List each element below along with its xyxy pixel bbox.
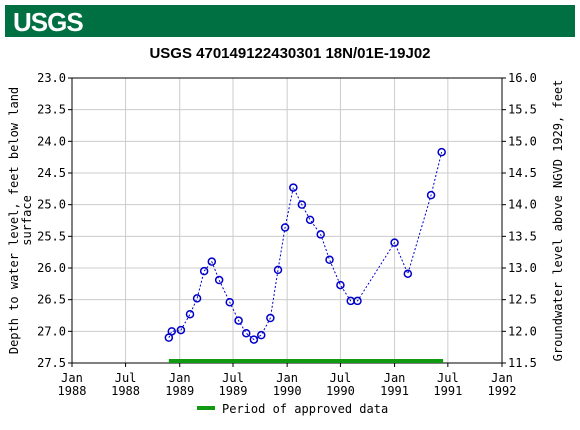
data-point xyxy=(426,190,436,200)
usgs-logo-text: USGS xyxy=(13,7,84,37)
legend-swatch-approved xyxy=(197,406,215,410)
y-tick-label-right: 13.0 xyxy=(508,261,537,275)
data-point xyxy=(192,294,202,303)
y-tick-label-left: 27.5 xyxy=(37,356,66,370)
y-tick-label-left: 24.0 xyxy=(37,134,66,148)
usgs-logo[interactable]: USGS xyxy=(5,5,575,37)
y-tick-label-left: 26.0 xyxy=(37,261,66,275)
data-point xyxy=(353,296,362,306)
y-tick-label-right: 14.0 xyxy=(508,198,537,212)
legend-label-approved: Period of approved data xyxy=(222,402,388,416)
header: USGS xyxy=(0,0,580,40)
data-point xyxy=(176,325,186,335)
y-tick-label-left: 25.5 xyxy=(37,229,66,243)
x-tick-label-month: Jan xyxy=(276,371,298,385)
y-tick-label-right: 14.5 xyxy=(508,166,537,180)
y-tick-label-left: 23.5 xyxy=(37,103,66,117)
y-tick-label-right: 13.5 xyxy=(508,229,537,243)
data-point xyxy=(234,316,243,325)
x-tick-label-month: Jan xyxy=(61,371,83,385)
data-point xyxy=(403,269,413,278)
data-point xyxy=(256,330,266,340)
data-point xyxy=(214,275,224,285)
plot-area: 23.0 16.0 23.5 15.5 24.0 15.0 24.5 14.5 25.0 14.0… xyxy=(37,71,537,398)
y-tick-label-right: 12.5 xyxy=(508,293,537,307)
data-point xyxy=(316,230,325,239)
x-tick-label-year: 1989 xyxy=(219,384,248,398)
data-point xyxy=(280,223,290,232)
x-tick-label-year: 1988 xyxy=(58,384,87,398)
data-point xyxy=(305,215,315,225)
x-tick-label-year: 1988 xyxy=(111,384,140,398)
x-tick-label-year: 1990 xyxy=(326,384,355,398)
data-point xyxy=(167,327,177,336)
x-tick-label-month: Jan xyxy=(384,371,406,385)
x-tick-label-year: 1991 xyxy=(433,384,462,398)
y-tick-label-left: 27.0 xyxy=(37,324,66,338)
data-point xyxy=(336,280,345,290)
data-point xyxy=(185,309,195,319)
y-axis-label-right: Groundwater level above NGVD 1929, feet xyxy=(551,80,565,362)
data-point xyxy=(225,297,235,307)
y-tick-label-right: 11.5 xyxy=(508,356,537,370)
x-tick-label-month: Jul xyxy=(222,371,244,385)
y-tick-label-left: 26.5 xyxy=(37,293,66,307)
y-tick-label-right: 16.0 xyxy=(508,71,537,85)
x-tick-label-month: Jul xyxy=(115,371,137,385)
data-point xyxy=(207,257,217,266)
data-point xyxy=(273,265,283,275)
y-tick-label-right: 15.0 xyxy=(508,134,537,148)
x-tick-label-month: Jul xyxy=(437,371,459,385)
chart-title: USGS 470149122430301 18N/01E-19J02 xyxy=(149,45,430,62)
data-point xyxy=(199,266,209,276)
x-tick-label-year: 1991 xyxy=(380,384,409,398)
x-tick-label-year: 1989 xyxy=(165,384,194,398)
y-tick-label-right: 15.5 xyxy=(508,103,537,117)
data-point xyxy=(325,255,334,265)
x-tick-label-month: Jan xyxy=(491,371,513,385)
x-tick-label-month: Jan xyxy=(169,371,191,385)
data-point xyxy=(297,200,307,209)
data-point xyxy=(241,328,251,338)
data-point xyxy=(266,313,275,323)
y-tick-label-left: 24.5 xyxy=(37,166,66,180)
data-point xyxy=(289,183,298,192)
series-line xyxy=(168,151,443,341)
y-tick-label-left: 25.0 xyxy=(37,198,66,212)
data-point xyxy=(390,238,399,247)
y-tick-label-left: 23.0 xyxy=(37,71,66,85)
data-point xyxy=(249,335,259,344)
data-point xyxy=(437,147,446,157)
y-tick-label-right: 12.0 xyxy=(508,324,537,338)
x-tick-label-year: 1992 xyxy=(488,384,517,398)
y-axis-label-left: Depth to water level, feet below landsur… xyxy=(7,87,34,354)
legend: Period of approved data xyxy=(197,402,388,416)
x-tick-label-year: 1990 xyxy=(273,384,302,398)
approved-period-bar xyxy=(168,359,444,363)
x-tick-label-month: Jul xyxy=(330,371,352,385)
